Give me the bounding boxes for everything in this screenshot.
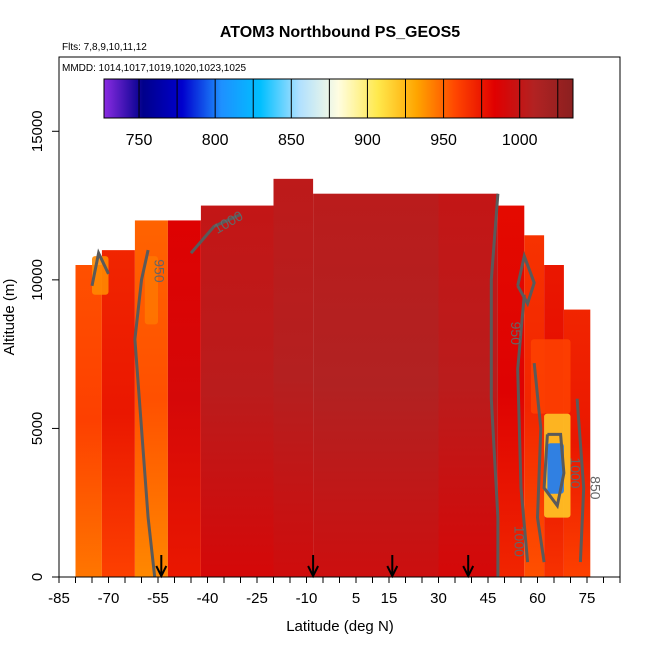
contour-line xyxy=(532,362,546,563)
colorbar-tick-label: 800 xyxy=(202,132,229,149)
contour-line xyxy=(516,294,530,563)
colorbar: 750 800 850 900 950 1000 xyxy=(103,78,574,149)
field-column xyxy=(101,250,135,577)
field-feature xyxy=(530,339,571,414)
x-tick-label: -25 xyxy=(246,590,268,607)
x-tick-label: -40 xyxy=(197,590,219,607)
field-column xyxy=(313,193,439,577)
field-column xyxy=(75,265,102,577)
field-feature xyxy=(547,443,564,494)
contour-line xyxy=(189,213,242,255)
contour-label: 950 xyxy=(152,259,168,283)
y-tick-label: 15000 xyxy=(29,110,46,152)
contour-line xyxy=(489,193,500,577)
y-axis: 0 5000 10000 15000 xyxy=(29,110,59,581)
x-axis-label: Latitude (deg N) xyxy=(286,618,394,635)
x-tick-label: 30 xyxy=(430,590,447,607)
x-tick-label: 45 xyxy=(480,590,497,607)
colorbar-gradient xyxy=(103,78,574,119)
contour-line xyxy=(133,249,157,577)
x-tick-label: 5 xyxy=(352,590,360,607)
field-column xyxy=(497,205,525,577)
arrow-head xyxy=(307,565,319,579)
x-tick-label: -70 xyxy=(98,590,120,607)
contour-line xyxy=(90,248,110,287)
contour-label: 1000 xyxy=(511,526,527,557)
contour-line xyxy=(575,398,586,563)
x-tick-label: -55 xyxy=(147,590,169,607)
field-column xyxy=(200,205,274,577)
x-tick-label: 15 xyxy=(381,590,398,607)
flight-arrows xyxy=(155,555,475,579)
y-axis-label: Altitude (m) xyxy=(1,279,18,356)
flights-subtitle: Flts: 7,8,9,10,11,12 xyxy=(62,42,147,53)
arrow-head xyxy=(386,565,399,579)
y-tick-label: 5000 xyxy=(29,412,46,445)
contour-label: 950 xyxy=(508,322,524,346)
colorbar-tick-label: 850 xyxy=(278,132,305,149)
y-tick-label: 0 xyxy=(29,573,46,581)
contour-line xyxy=(516,250,536,308)
x-tick-label: -10 xyxy=(296,590,318,607)
arrow-head xyxy=(155,565,168,579)
contour-line xyxy=(542,432,566,510)
chart-title: ATOM3 Northbound PS_GEOS5 xyxy=(220,24,460,41)
field-column xyxy=(273,178,314,577)
heatmap-field xyxy=(75,178,591,577)
y-tick-label: 10000 xyxy=(29,259,46,301)
x-axis: -85 -70 -55 -40 -25 -10 5 15 30 45 60 75 xyxy=(48,577,621,607)
dates-subtitle: MMDD: 1014,1017,1019,1020,1023,1025 xyxy=(62,63,246,74)
x-tick-label: -85 xyxy=(48,590,70,607)
contour-label: 850 xyxy=(587,476,603,500)
arrow-head xyxy=(462,565,475,579)
colorbar-tick-label: 950 xyxy=(430,132,457,149)
x-tick-label: 60 xyxy=(529,590,546,607)
field-column xyxy=(167,220,201,577)
contour-label: 1000 xyxy=(568,457,584,488)
colorbar-tick-label: 1000 xyxy=(502,132,538,149)
colorbar-tick-label: 750 xyxy=(126,132,153,149)
field-feature xyxy=(144,256,158,325)
colorbar-tick-label: 900 xyxy=(354,132,381,149)
x-tick-label: 75 xyxy=(579,590,596,607)
field-column xyxy=(438,193,498,577)
